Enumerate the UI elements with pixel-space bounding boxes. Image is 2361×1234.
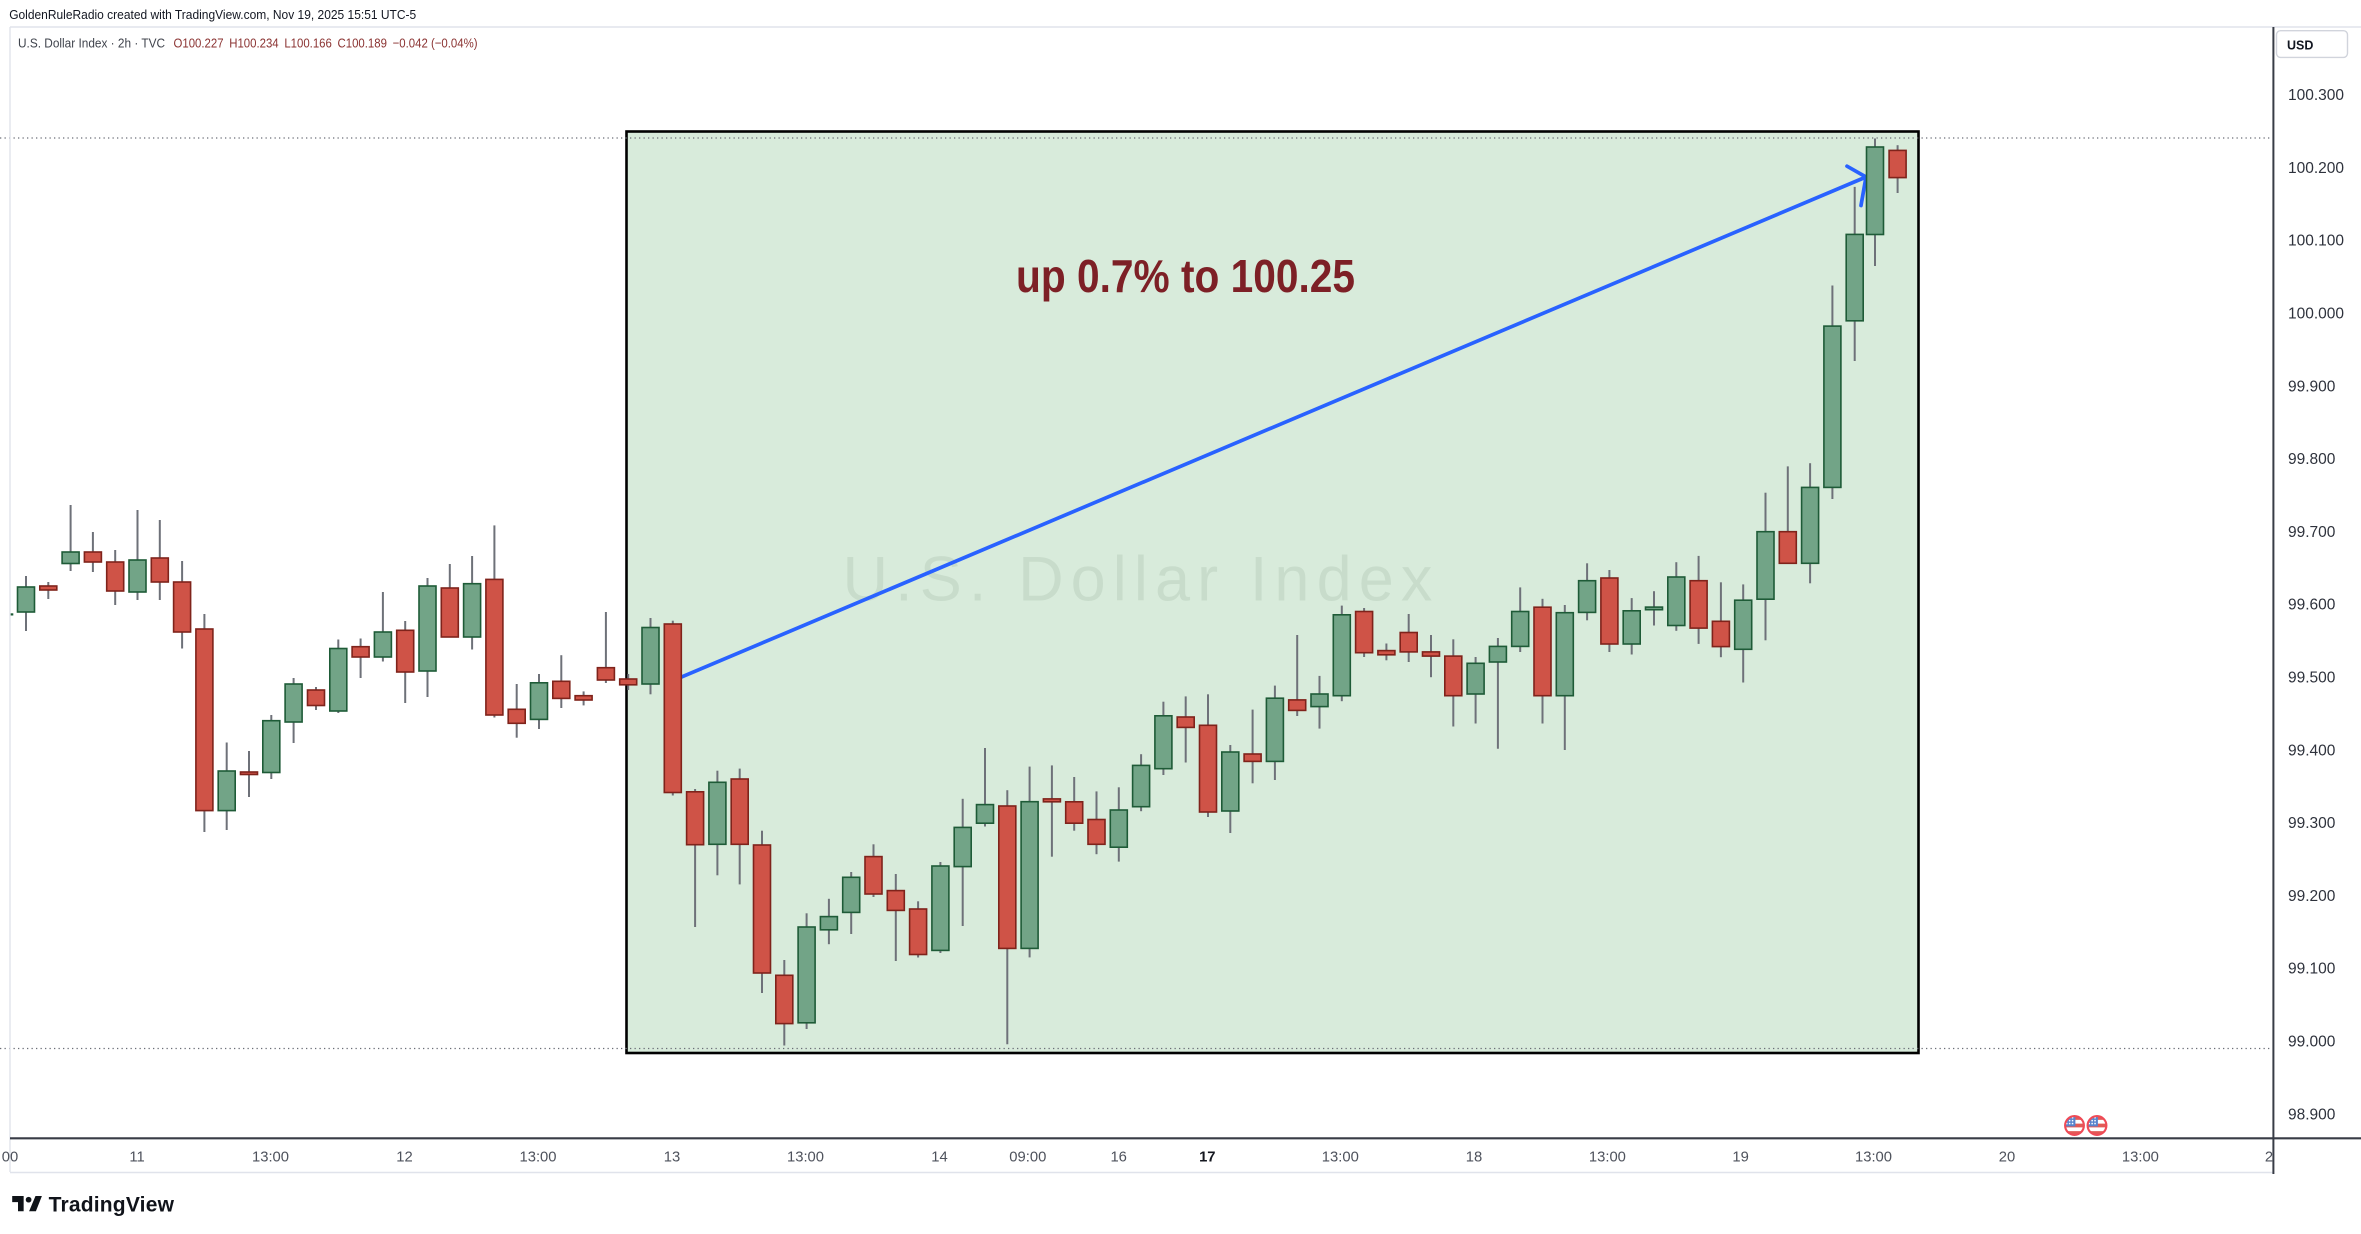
- svg-text:GoldenRuleRadio created with T: GoldenRuleRadio created with TradingView…: [9, 8, 416, 22]
- svg-text:USD: USD: [2287, 39, 2313, 53]
- svg-text:13:00: 13:00: [1855, 1150, 1892, 1166]
- svg-text:99.100: 99.100: [2288, 961, 2336, 978]
- svg-text:12: 12: [396, 1150, 412, 1166]
- svg-text:99.500: 99.500: [2288, 669, 2336, 686]
- svg-text:99.800: 99.800: [2288, 451, 2336, 468]
- svg-text:20: 20: [1999, 1150, 2015, 1166]
- svg-text:99.200: 99.200: [2288, 888, 2336, 905]
- svg-text:99.700: 99.700: [2288, 524, 2336, 541]
- svg-text:99.400: 99.400: [2288, 742, 2336, 759]
- svg-text:00: 00: [2, 1150, 18, 1166]
- svg-text:98.900: 98.900: [2288, 1106, 2336, 1123]
- svg-text:09:00: 09:00: [1009, 1150, 1046, 1166]
- svg-text:18: 18: [1466, 1150, 1482, 1166]
- svg-text:up 0.7% to 100.25: up 0.7% to 100.25: [1016, 250, 1355, 302]
- svg-text:100.100: 100.100: [2288, 233, 2344, 250]
- svg-text:13:00: 13:00: [2122, 1150, 2159, 1166]
- svg-text:O100.227 H100.234 L100.166 C10: O100.227 H100.234 L100.166 C100.189 −0.0…: [174, 36, 478, 51]
- svg-text:17: 17: [1199, 1150, 1215, 1166]
- svg-text:U.S. Dollar Index · 2h · TVC: U.S. Dollar Index · 2h · TVC: [18, 36, 165, 51]
- svg-text:13: 13: [664, 1150, 680, 1166]
- svg-text:99.900: 99.900: [2288, 378, 2336, 395]
- svg-text:13:00: 13:00: [1322, 1150, 1359, 1166]
- svg-text:2: 2: [2265, 1150, 2273, 1166]
- svg-text:16: 16: [1110, 1150, 1126, 1166]
- svg-text:99.000: 99.000: [2288, 1033, 2336, 1050]
- svg-text:99.600: 99.600: [2288, 597, 2336, 614]
- svg-text:14: 14: [931, 1150, 947, 1166]
- svg-text:99.300: 99.300: [2288, 815, 2336, 832]
- svg-text:100.000: 100.000: [2288, 305, 2344, 322]
- svg-text:100.200: 100.200: [2288, 160, 2344, 177]
- svg-text:TradingView: TradingView: [49, 1194, 175, 1217]
- svg-text:19: 19: [1732, 1150, 1748, 1166]
- svg-text:13:00: 13:00: [1589, 1150, 1626, 1166]
- svg-text:U.S. Dollar Index: U.S. Dollar Index: [843, 545, 1440, 615]
- svg-text:13:00: 13:00: [252, 1150, 289, 1166]
- svg-text:13:00: 13:00: [519, 1150, 556, 1166]
- svg-text:11: 11: [129, 1150, 144, 1166]
- svg-text:13:00: 13:00: [787, 1150, 824, 1166]
- svg-text:100.300: 100.300: [2288, 87, 2344, 104]
